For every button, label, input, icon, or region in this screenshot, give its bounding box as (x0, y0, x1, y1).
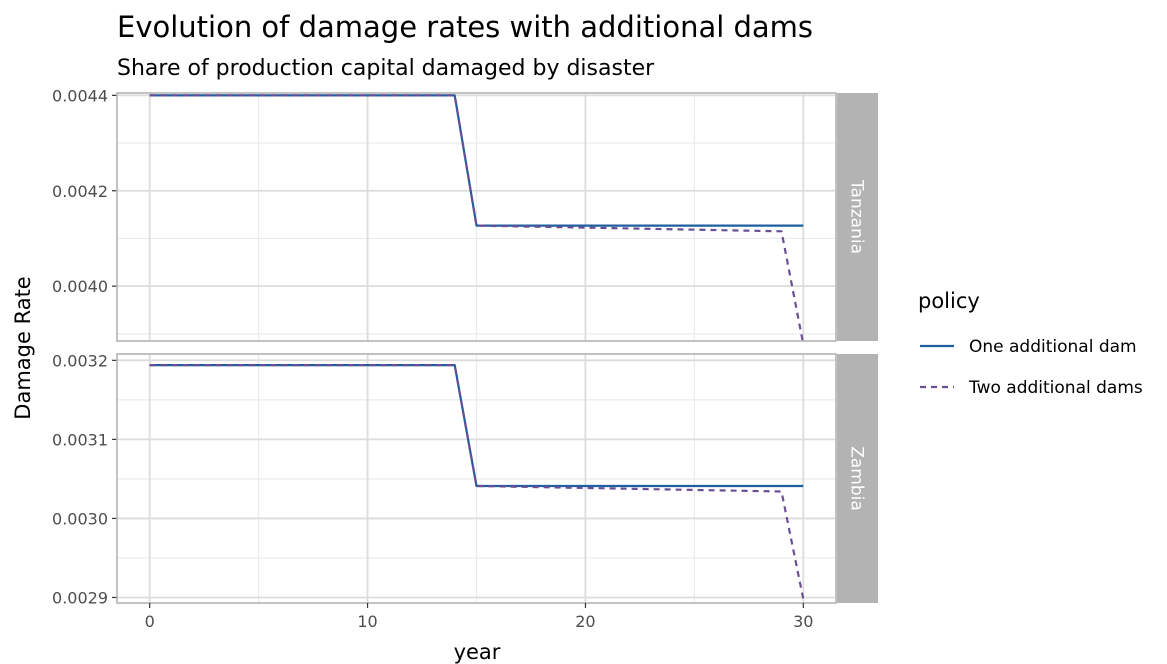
x-tick-label: 0 (145, 612, 155, 631)
x-tick-label: 10 (357, 612, 377, 631)
y-tick-label: 0.0030 (52, 509, 108, 528)
facet-strip-label: Zambia (847, 446, 867, 511)
facet-strip (837, 354, 878, 603)
chart-title: Evolution of damage rates with additiona… (117, 10, 813, 44)
y-tick-label: 0.0029 (52, 588, 108, 607)
legend: policy One additional dam Two additional … (918, 289, 1143, 398)
series-line-one-additional-dam (149, 94, 804, 227)
series-line-two-additional-dams (149, 364, 805, 600)
panel-zambia: 0.0029 0.0030 0.0031 0.0032 Zambia (52, 351, 878, 607)
legend-label: Two additional dams (968, 378, 1143, 398)
x-axis-title: year (454, 640, 501, 664)
y-tick-label: 0.0044 (52, 86, 108, 105)
y-tick-label: 0.0031 (52, 430, 108, 449)
panel-border (116, 353, 837, 604)
y-tick-label: 0.0032 (52, 351, 108, 370)
x-tick-label: 20 (575, 612, 595, 631)
chart-subtitle: Share of production capital damaged by d… (117, 56, 655, 81)
x-axis: 0 10 20 30 (145, 603, 813, 631)
legend-title: policy (918, 289, 980, 313)
y-axis-title: Damage Rate (11, 276, 35, 419)
x-tick-label: 30 (793, 612, 813, 631)
legend-label: One additional dam (969, 337, 1137, 357)
facet-strip (837, 93, 878, 341)
series-line-two-additional-dams (149, 94, 805, 345)
panels: 0.00400.00420.0044Tanzania0.00290.00300.… (52, 86, 878, 607)
facet-strip-label: Tanzania (847, 179, 867, 254)
panel-tanzania: 0.0040 0.0042 0.0044 Tanzania (52, 86, 878, 345)
y-tick-label: 0.0040 (52, 277, 108, 296)
panel-border (116, 92, 837, 342)
y-tick-label: 0.0042 (52, 182, 108, 201)
